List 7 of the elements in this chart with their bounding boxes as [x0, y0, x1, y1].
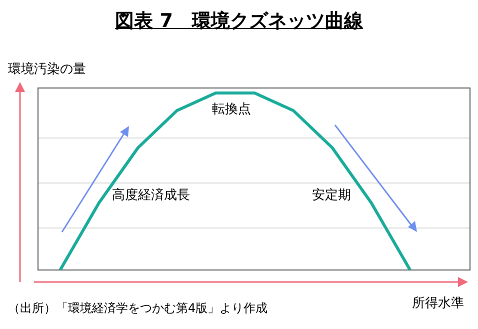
chart-title: 図表 7 環境クズネッツ曲線: [114, 9, 364, 34]
x-axis-title: 所得水準: [412, 295, 464, 312]
text: （出所）「環境経済学をつかむ第4版」より作成: [8, 300, 268, 317]
annotation: 転換点: [212, 101, 251, 118]
annotation: 高度経済成長: [112, 187, 190, 204]
y-axis-title: 環境汚染の量: [8, 61, 86, 78]
annotation: 安定期: [312, 187, 351, 204]
